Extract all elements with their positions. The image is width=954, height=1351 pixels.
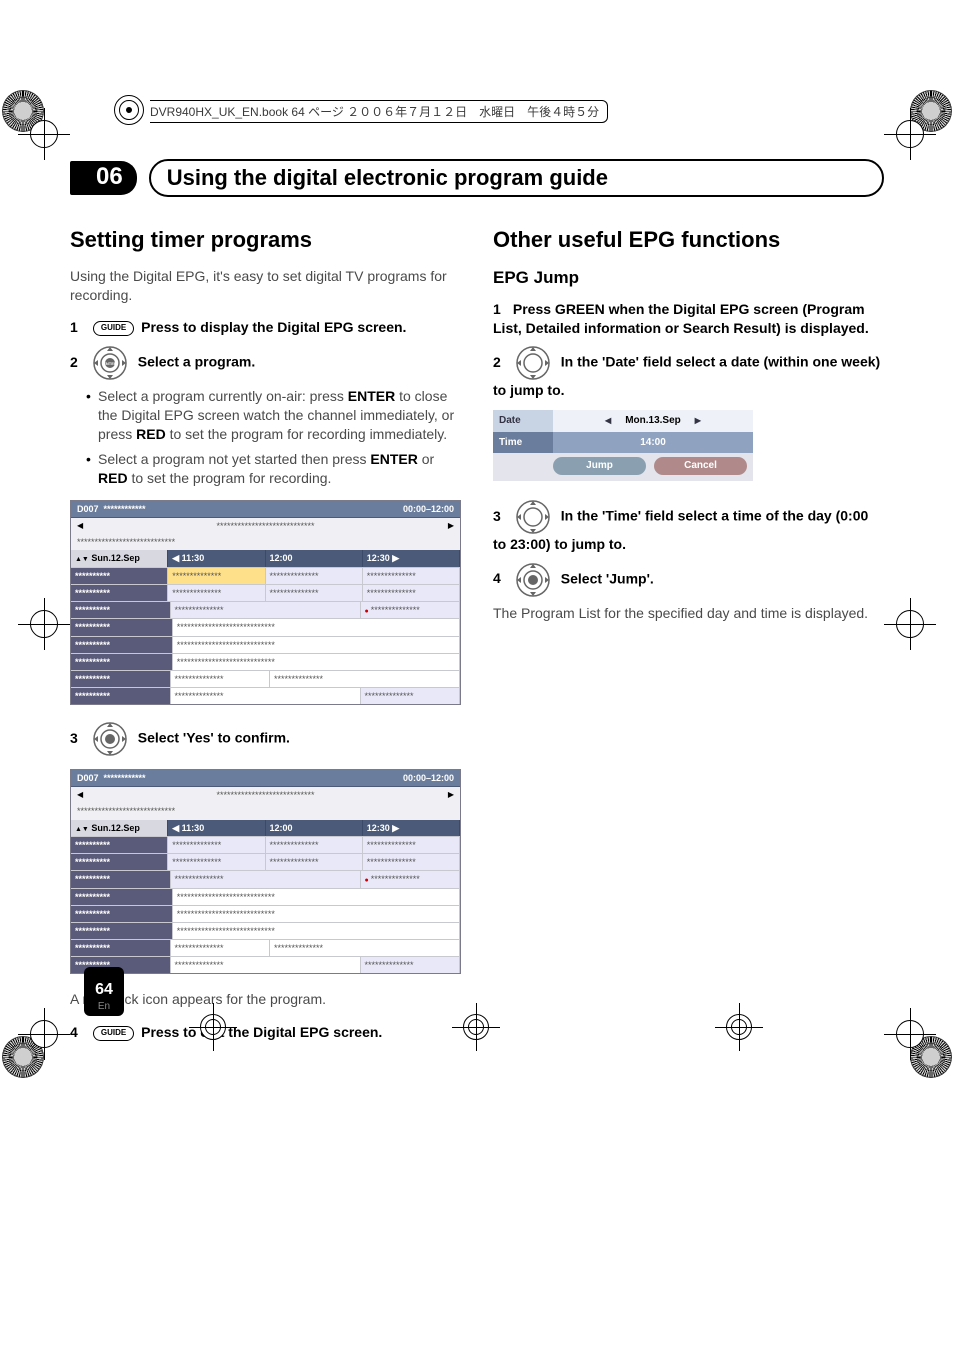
nav-pad-icon [515,499,551,535]
svg-text:ENTER: ENTER [103,361,117,366]
reg-mark [30,120,58,148]
bullet-list: Select a program currently on-air: press… [86,387,461,487]
step-1: 1 GUIDE Press to display the Digital EPG… [70,318,461,337]
step-2: 2 ENTER Select a program. [70,345,461,381]
chapter-bar: 06 Using the digital electronic program … [70,159,884,197]
header-badge-icon [114,95,144,125]
caption-text: A red clock icon appears for the program… [70,990,461,1009]
guide-button-icon: GUIDE [93,321,134,336]
date-label: Date [493,410,553,432]
section-heading: Setting timer programs [70,225,461,255]
bullet-item: Select a program currently on-air: press… [86,387,461,444]
epg-program-list: D007 ************ 00:00–12:00 ◀*********… [70,769,461,974]
chapter-number: 06 [70,161,137,195]
step-3: 3 Select 'Yes' to confirm. [70,721,461,757]
intro-text: Using the Digital EPG, it's easy to set … [70,267,461,305]
step-1: 1 Press GREEN when the Digital EPG scree… [493,300,884,338]
reg-mark [896,1020,924,1048]
enter-nav-icon [92,721,128,757]
nav-pad-icon [515,345,551,381]
chapter-title: Using the digital electronic program gui… [149,159,884,197]
right-column: Other useful EPG functions EPG Jump 1 Pr… [493,225,884,1048]
time-label: Time [493,432,553,454]
step-4: 4 GUIDE Press to exit the Digital EPG sc… [70,1023,461,1042]
reg-mark [896,120,924,148]
subsection-heading: EPG Jump [493,267,884,290]
epg-program-list: D007 ************ 00:00–12:00 ◀*********… [70,500,461,705]
step-3: 3 In the 'Time' field select a time of t… [493,499,884,554]
reg-mark [30,610,58,638]
time-value: 14:00 [640,436,666,450]
reg-mark [30,1020,58,1048]
step-2: 2 In the 'Date' field select a date (wit… [493,345,884,400]
step-4: 4 Select 'Jump'. [493,562,884,598]
enter-nav-icon [515,562,551,598]
reg-mark [726,1014,754,1040]
reg-mark [463,1014,491,1040]
left-column: Setting timer programs Using the Digital… [70,225,461,1048]
enter-nav-icon: ENTER [92,345,128,381]
guide-button-icon: GUIDE [93,1026,134,1041]
jump-button: Jump [553,457,646,475]
page-number-badge: 64 En [84,967,124,1016]
bullet-item: Select a program not yet started then pr… [86,450,461,488]
file-header-text: DVR940HX_UK_EN.book 64 ページ ２００６年７月１２日 水曜… [150,103,599,120]
reg-mark [896,610,924,638]
section-heading: Other useful EPG functions [493,225,884,255]
tail-text: The Program List for the specified day a… [493,604,884,623]
cancel-button: Cancel [654,457,747,475]
file-header: DVR940HX_UK_EN.book 64 ページ ２００６年７月１２日 水曜… [150,100,608,123]
epg-jump-panel: Date ◀Mon.13.Sep▶ Time 14:00 Jump Cancel [493,410,753,481]
date-value: Mon.13.Sep [625,414,681,428]
reg-mark [200,1014,228,1040]
